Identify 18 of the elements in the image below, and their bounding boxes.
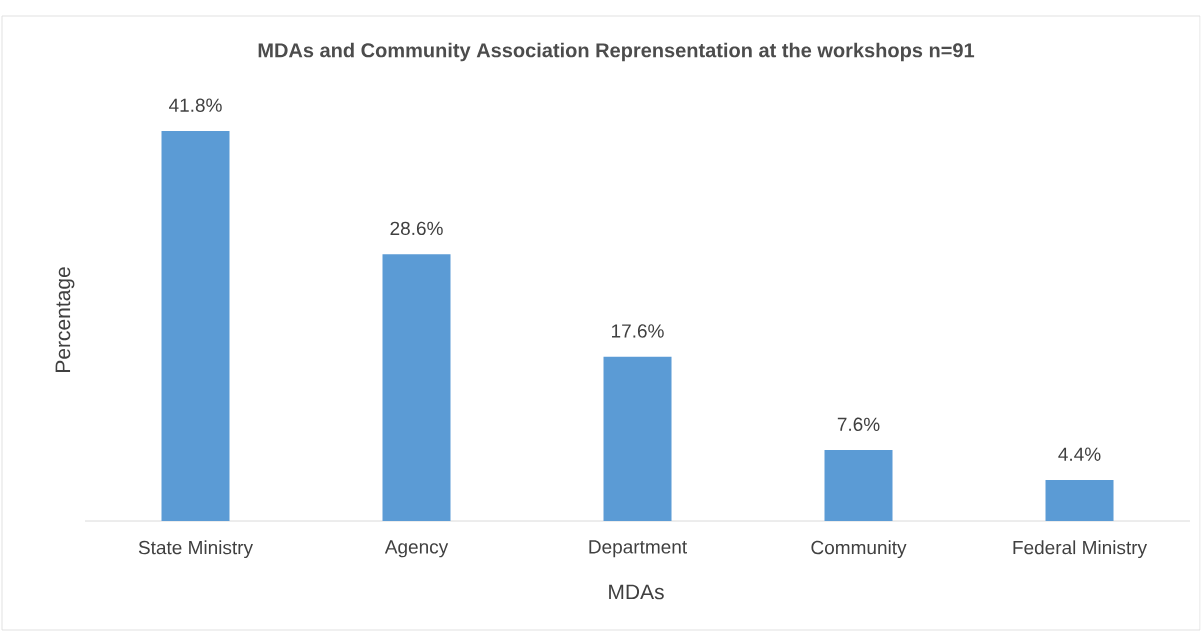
x-tick-label: Department [589,540,687,558]
bar [161,131,230,521]
x-tick-label: Community [811,540,907,559]
bar [824,450,893,521]
bar [1045,479,1114,521]
chart-title: MDAs and Community Association Reprensentation at the workshops n=91 [258,42,975,62]
data-label: 28.6% [390,221,443,236]
x-axis-title: MDAs [609,584,664,600]
data-label: 7.6% [837,417,880,432]
data-label: 4.4% [1058,447,1101,461]
y-axis-title: Percentage [55,267,75,372]
x-tick-label: Federal Ministry [1013,540,1148,559]
data-label: 41.8% [169,98,222,112]
bar [603,356,672,521]
x-tick-label: Agency [384,540,449,558]
data-label: 17.6% [612,324,664,338]
x-tick-label: State Ministry [138,540,253,559]
bar [382,254,451,521]
